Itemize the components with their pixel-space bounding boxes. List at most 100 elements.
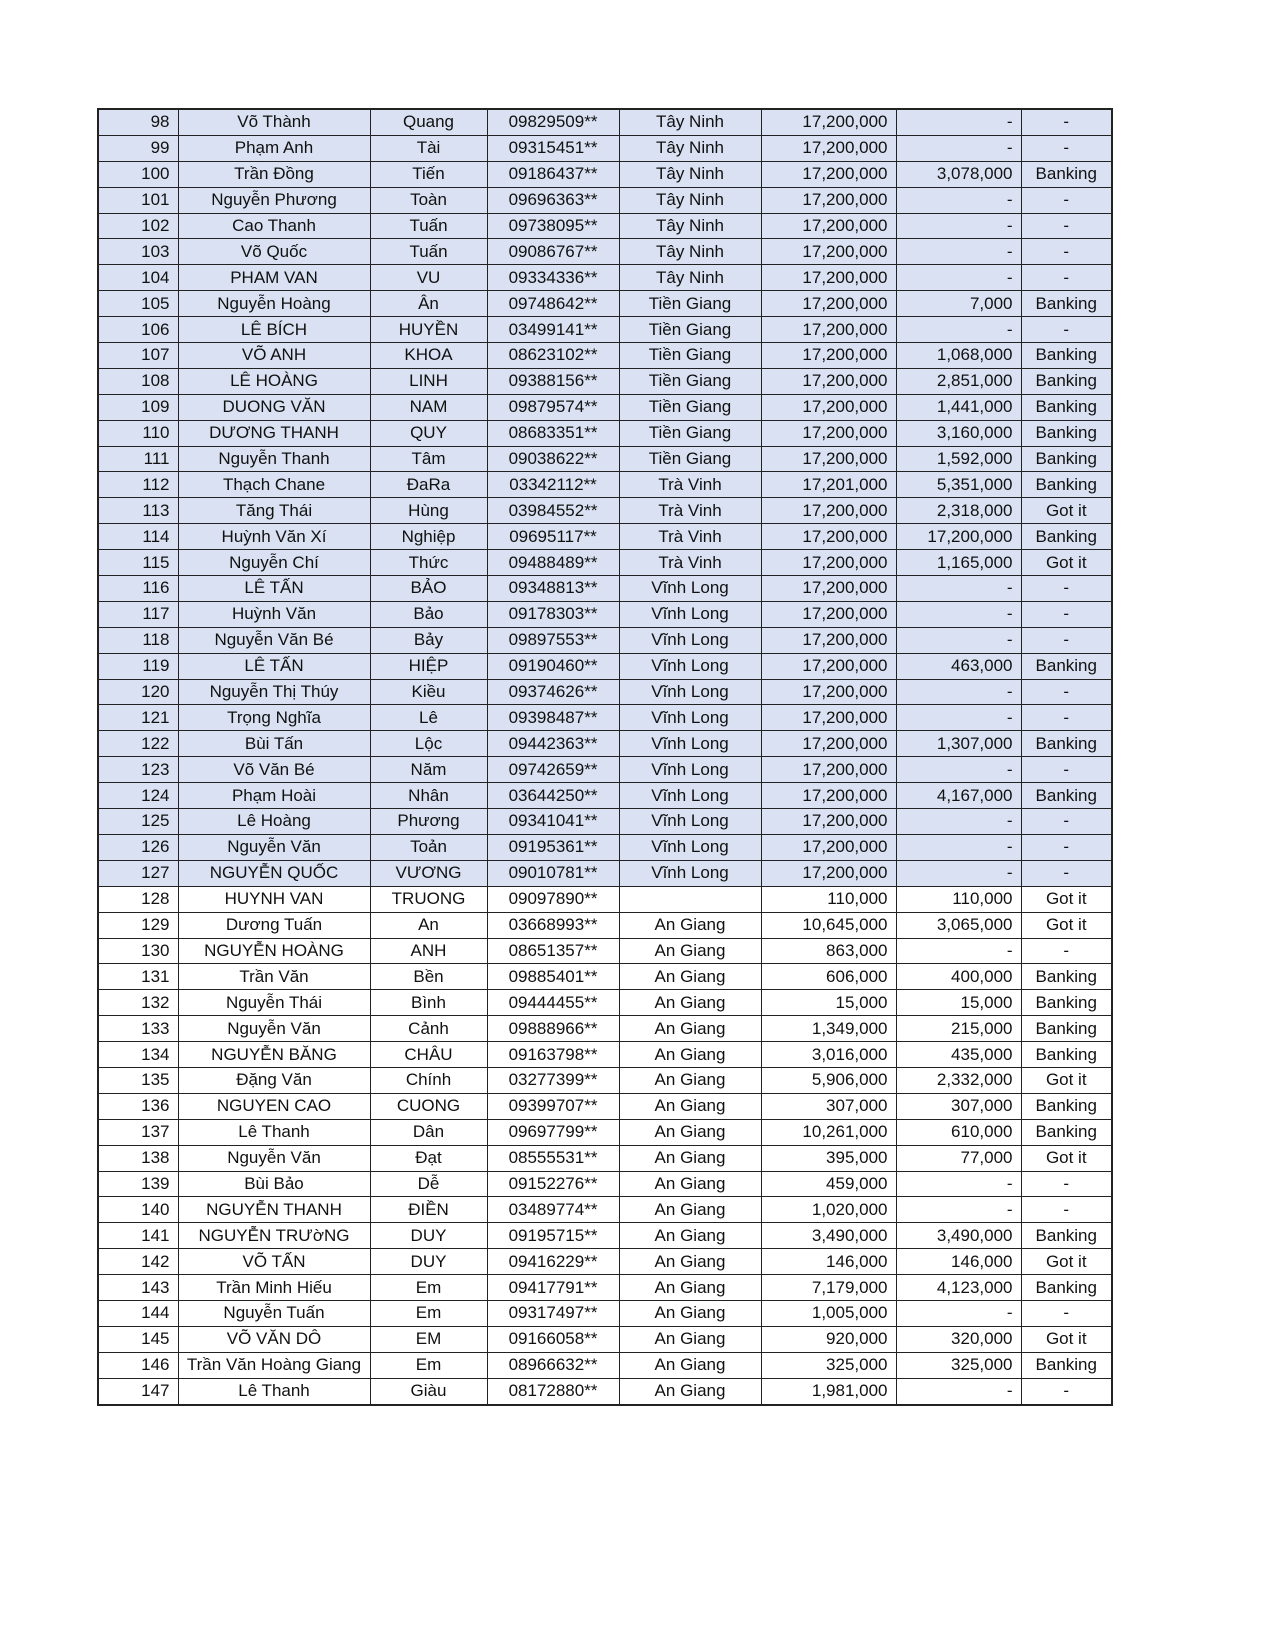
row-number-cell: 144: [97, 1299, 179, 1327]
paid-amount-cell: 2,851,000: [895, 367, 1022, 395]
row-number-cell: 127: [97, 859, 179, 887]
last-middle-name-cell: DUONG VĂN: [177, 393, 371, 421]
first-name-cell: Bảo: [369, 600, 488, 628]
table-row: 135 Đặng Văn Chính 03277399** An Giang 5,906,…: [97, 1066, 1113, 1094]
amount-cell: 17,200,000: [760, 497, 897, 525]
paid-amount-cell: -: [895, 1196, 1022, 1224]
first-name-cell: HUYỀN: [369, 316, 488, 344]
table-row: 137 Lê Thanh Dân 09697799** An Giang 10,261,0…: [97, 1118, 1113, 1146]
table-row: 119 LÊ TẤN HIỆP 09190460** Vĩnh Long 17,200,0…: [97, 652, 1113, 680]
payment-method-cell: Banking: [1020, 342, 1113, 369]
province-cell: Vĩnh Long: [618, 782, 762, 810]
first-name-cell: NAM: [369, 393, 488, 421]
phone-cell: 09010781**: [486, 859, 620, 887]
amount-cell: 146,000: [760, 1248, 897, 1276]
row-number-cell: 138: [97, 1144, 179, 1172]
paid-amount-cell: 3,490,000: [895, 1222, 1022, 1250]
payment-method-cell: Banking: [1020, 290, 1113, 318]
phone-cell: 09417791**: [486, 1274, 620, 1301]
province-cell: Tiền Giang: [618, 445, 762, 473]
row-number-cell: 117: [97, 600, 179, 628]
first-name-cell: Bình: [369, 989, 488, 1017]
payment-method-cell: -: [1020, 212, 1113, 240]
amount-cell: 17,200,000: [760, 549, 897, 577]
first-name-cell: CHÂU: [369, 1041, 488, 1068]
payment-method-cell: -: [1020, 1377, 1113, 1406]
phone-cell: 09442363**: [486, 730, 620, 758]
first-name-cell: BẢO: [369, 575, 488, 602]
phone-cell: 09388156**: [486, 367, 620, 395]
last-middle-name-cell: Nguyễn Thị Thúy: [177, 678, 371, 706]
amount-cell: 17,200,000: [760, 264, 897, 292]
province-cell: An Giang: [618, 1041, 762, 1068]
table-row: 98 Võ Thành Quang 09829509** Tây Ninh 17,200,…: [97, 108, 1113, 136]
paid-amount-cell: 3,065,000: [895, 911, 1022, 939]
amount-cell: 863,000: [760, 937, 897, 965]
amount-cell: 325,000: [760, 1351, 897, 1379]
last-middle-name-cell: Trọng Nghĩa: [177, 704, 371, 732]
row-number-cell: 136: [97, 1092, 179, 1120]
paid-amount-cell: -: [895, 186, 1022, 214]
province-cell: An Giang: [618, 1066, 762, 1094]
row-number-cell: 122: [97, 730, 179, 758]
amount-cell: 17,200,000: [760, 523, 897, 551]
phone-cell: 09885401**: [486, 963, 620, 991]
payment-method-cell: Banking: [1020, 1118, 1113, 1146]
row-number-cell: 102: [97, 212, 179, 240]
province-cell: Tiền Giang: [618, 367, 762, 395]
table-row: 132 Nguyễn Thái Bình 09444455** An Giang 15,0…: [97, 989, 1113, 1017]
amount-cell: 17,200,000: [760, 678, 897, 706]
payment-method-cell: -: [1020, 316, 1113, 344]
amount-cell: 17,201,000: [760, 471, 897, 499]
paid-amount-cell: -: [895, 833, 1022, 861]
amount-cell: 17,200,000: [760, 730, 897, 758]
province-cell: An Giang: [618, 1248, 762, 1276]
row-number-cell: 104: [97, 264, 179, 292]
last-middle-name-cell: Đặng Văn: [177, 1066, 371, 1094]
province-cell: Tây Ninh: [618, 160, 762, 188]
province-cell: Vĩnh Long: [618, 730, 762, 758]
table-row: 128 HUYNH VAN TRUONG 09097890** 110,000 110,0…: [97, 885, 1113, 913]
amount-cell: 1,005,000: [760, 1299, 897, 1327]
paid-amount-cell: 4,123,000: [895, 1274, 1022, 1301]
province-cell: An Giang: [618, 1196, 762, 1224]
phone-cell: 09195361**: [486, 833, 620, 861]
row-number-cell: 108: [97, 367, 179, 395]
row-number-cell: 145: [97, 1325, 179, 1353]
province-cell: An Giang: [618, 1351, 762, 1379]
payment-method-cell: Banking: [1020, 989, 1113, 1017]
last-middle-name-cell: Nguyễn Chí: [177, 549, 371, 577]
first-name-cell: QUY: [369, 419, 488, 447]
row-number-cell: 130: [97, 937, 179, 965]
last-middle-name-cell: Bùi Tấn: [177, 730, 371, 758]
last-middle-name-cell: Trần Văn: [177, 963, 371, 991]
paid-amount-cell: 146,000: [895, 1248, 1022, 1276]
payment-method-cell: Banking: [1020, 782, 1113, 810]
province-cell: An Giang: [618, 1015, 762, 1043]
table-row: 143 Trần Minh Hiếu Em 09417791** An Giang 7,1…: [97, 1274, 1113, 1301]
phone-cell: 09696363**: [486, 186, 620, 214]
first-name-cell: Hùng: [369, 497, 488, 525]
paid-amount-cell: 1,441,000: [895, 393, 1022, 421]
last-middle-name-cell: Trần Minh Hiếu: [177, 1274, 371, 1301]
amount-cell: 3,490,000: [760, 1222, 897, 1250]
last-middle-name-cell: Huỳnh Văn: [177, 600, 371, 628]
payment-method-cell: Got it: [1020, 1325, 1113, 1353]
paid-amount-cell: -: [895, 600, 1022, 628]
row-number-cell: 109: [97, 393, 179, 421]
row-number-cell: 147: [97, 1377, 179, 1406]
phone-cell: 09416229**: [486, 1248, 620, 1276]
payment-method-cell: Got it: [1020, 885, 1113, 913]
last-middle-name-cell: NGUYỄN TRƯờNG: [177, 1222, 371, 1250]
table-row: 123 Võ Văn Bé Năm 09742659** Vĩnh Long 17,200…: [97, 756, 1113, 784]
phone-cell: 09086767**: [486, 238, 620, 266]
province-cell: Tiền Giang: [618, 419, 762, 447]
first-name-cell: Dân: [369, 1118, 488, 1146]
phone-cell: 08623102**: [486, 342, 620, 369]
payment-method-cell: -: [1020, 1299, 1113, 1327]
first-name-cell: Bảy: [369, 626, 488, 654]
paid-amount-cell: -: [895, 575, 1022, 602]
province-cell: Trà Vinh: [618, 549, 762, 577]
amount-cell: 15,000: [760, 989, 897, 1017]
phone-cell: 09163798**: [486, 1041, 620, 1068]
